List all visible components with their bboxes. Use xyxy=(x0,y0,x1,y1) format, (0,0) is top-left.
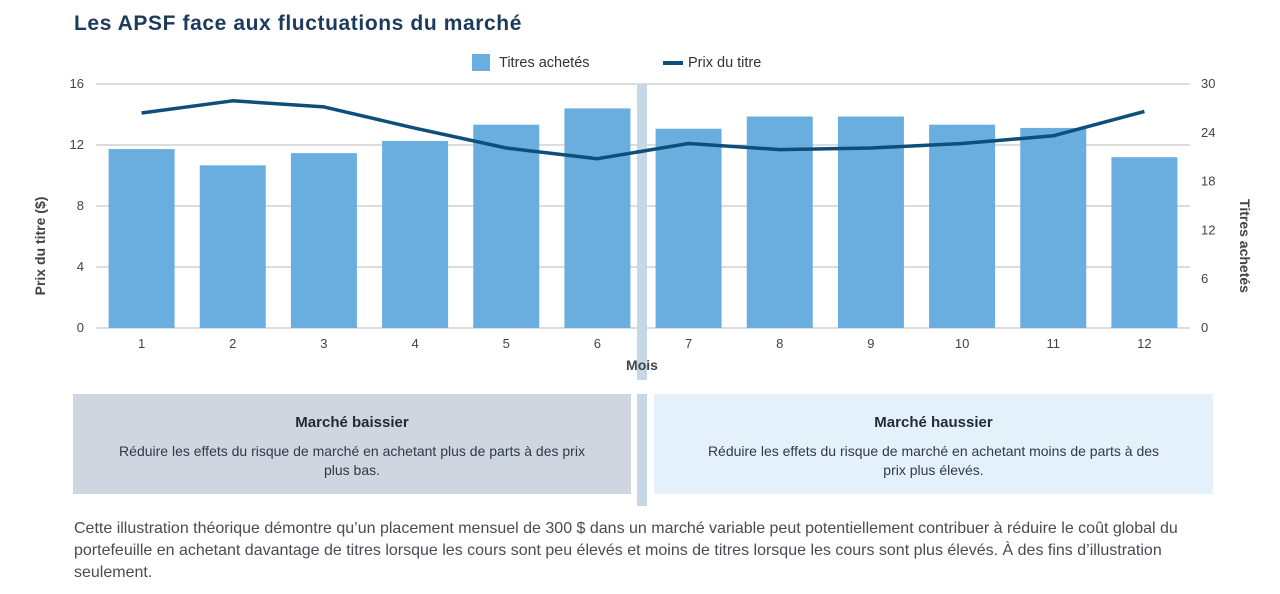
bull-market-text: Réduire les effets du risque de marché e… xyxy=(707,443,1160,478)
y-tick-label: 0 xyxy=(77,320,84,335)
market-divider-lower xyxy=(637,394,647,506)
legend-swatch-line xyxy=(663,61,683,65)
x-tick-label: 4 xyxy=(411,336,418,351)
y2-tick-label: 0 xyxy=(1201,320,1208,335)
market-divider xyxy=(637,84,647,380)
y2-tick-label: 18 xyxy=(1201,174,1215,189)
y2-axis-label: Titres achetés xyxy=(1237,199,1253,293)
bear-market-text: Réduire les effets du risque de marché e… xyxy=(119,443,585,478)
bull-market-title: Marché haussier xyxy=(874,414,993,431)
bear-market-title: Marché baissier xyxy=(295,414,409,431)
legend-label-bars: Titres achetés xyxy=(499,55,590,71)
x-tick-label: 2 xyxy=(229,336,236,351)
bar-titres-achetes xyxy=(564,108,631,329)
x-tick-label: 8 xyxy=(776,336,783,351)
x-tick-label: 7 xyxy=(685,336,692,351)
y2-tick-label: 6 xyxy=(1201,271,1208,286)
x-tick-label: 3 xyxy=(320,336,327,351)
y-tick-label: 4 xyxy=(77,259,84,274)
legend-swatch-bars xyxy=(472,54,490,71)
x-tick-label: 6 xyxy=(594,336,601,351)
bar-titres-achetes xyxy=(290,153,357,328)
bar-titres-achetes xyxy=(382,140,449,328)
x-axis-label: Mois xyxy=(626,357,658,373)
y-tick-label: 16 xyxy=(70,76,84,91)
bar-titres-achetes xyxy=(837,116,904,329)
x-tick-label: 12 xyxy=(1137,336,1151,351)
x-tick-label: 1 xyxy=(138,336,145,351)
legend-label-line: Prix du titre xyxy=(688,55,761,71)
y2-tick-label: 24 xyxy=(1201,125,1215,140)
x-tick-label: 9 xyxy=(867,336,874,351)
y2-tick-label: 12 xyxy=(1201,222,1215,237)
bar-titres-achetes xyxy=(746,116,813,329)
x-tick-label: 10 xyxy=(955,336,969,351)
y-tick-label: 8 xyxy=(77,198,84,213)
bar-titres-achetes xyxy=(1111,157,1178,328)
bar-titres-achetes xyxy=(1020,127,1087,328)
footnote: Cette illustration théorique démontre qu… xyxy=(74,520,1178,581)
chart-title: Les APSF face aux fluctuations du marché xyxy=(74,12,522,35)
y-axis-label: Prix du titre ($) xyxy=(32,197,48,296)
x-tick-label: 11 xyxy=(1047,336,1061,351)
bars xyxy=(108,108,1178,329)
legend: Titres achetés Prix du titre xyxy=(472,54,761,71)
y2-tick-label: 30 xyxy=(1201,76,1215,91)
bar-titres-achetes xyxy=(655,128,722,328)
price-line xyxy=(141,99,1145,161)
y-tick-label: 12 xyxy=(70,137,84,152)
bar-titres-achetes xyxy=(473,124,540,329)
bar-titres-achetes xyxy=(929,124,996,329)
bull-market-box: Marché haussier Réduire les effets du ri… xyxy=(654,394,1213,494)
bear-market-box: Marché baissier Réduire les effets du ri… xyxy=(73,394,631,494)
x-tick-label: 5 xyxy=(503,336,510,351)
bar-titres-achetes xyxy=(199,165,266,328)
bar-titres-achetes xyxy=(108,149,175,328)
